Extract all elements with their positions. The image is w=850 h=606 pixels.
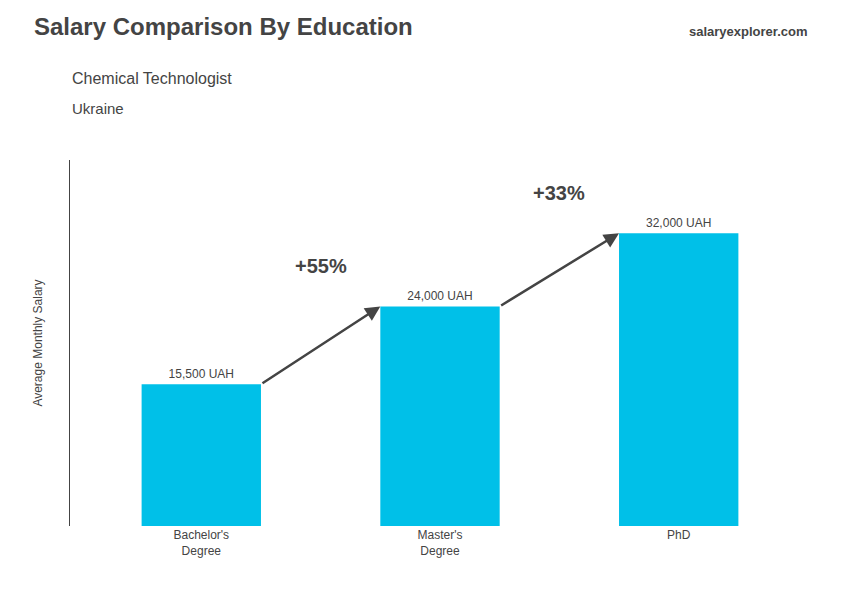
svg-text:24,000 UAH: 24,000 UAH bbox=[407, 289, 472, 303]
svg-text:32,000 UAH: 32,000 UAH bbox=[646, 216, 711, 230]
svg-text:salaryexplorer.com: salaryexplorer.com bbox=[689, 24, 808, 39]
svg-text:Bachelor'sDegree: Bachelor'sDegree bbox=[173, 528, 229, 558]
svg-text:Master'sDegree: Master'sDegree bbox=[418, 528, 463, 558]
svg-text:+55%: +55% bbox=[295, 255, 347, 277]
svg-text:15,500 UAH: 15,500 UAH bbox=[169, 367, 234, 381]
svg-text:+33%: +33% bbox=[533, 182, 585, 204]
svg-text:Average Monthly Salary: Average Monthly Salary bbox=[31, 279, 45, 406]
svg-text:Chemical Technologist: Chemical Technologist bbox=[72, 70, 232, 87]
svg-text:Salary Comparison By Education: Salary Comparison By Education bbox=[34, 13, 413, 40]
svg-text:PhD: PhD bbox=[667, 528, 691, 542]
svg-text:Ukraine: Ukraine bbox=[72, 100, 124, 117]
